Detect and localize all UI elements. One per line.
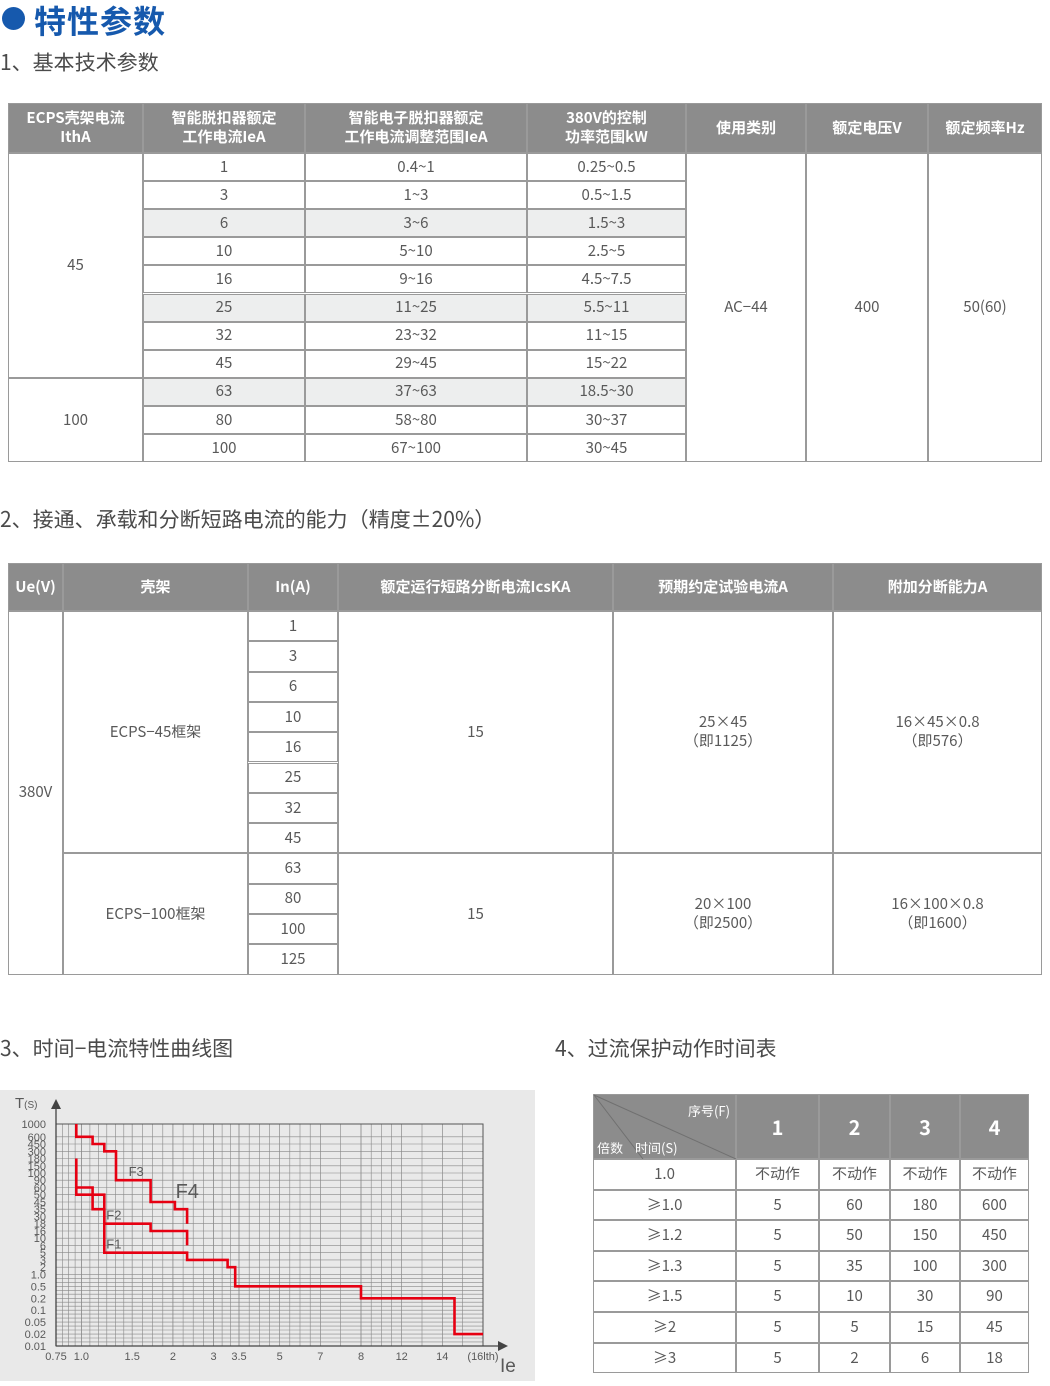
svg-text:7: 7: [317, 1351, 323, 1363]
svg-text:2: 2: [170, 1351, 176, 1363]
svg-text:1.0: 1.0: [74, 1351, 89, 1363]
svg-text:1.0: 1.0: [31, 1269, 46, 1281]
svg-text:1.5: 1.5: [125, 1351, 140, 1363]
svg-text:(16lth): (16lth): [467, 1351, 498, 1363]
svg-text:Ie: Ie: [500, 1356, 516, 1377]
svg-text:0.5: 0.5: [31, 1281, 46, 1293]
svg-text:5: 5: [277, 1351, 283, 1363]
svg-text:F3: F3: [129, 1164, 144, 1179]
svg-text:时间(S): 时间(S): [635, 1138, 678, 1157]
svg-text:14: 14: [436, 1351, 448, 1363]
svg-text:倍数: 倍数: [597, 1138, 623, 1157]
svg-text:0.75: 0.75: [45, 1351, 66, 1363]
svg-text:12: 12: [396, 1351, 408, 1363]
svg-text:序号(F): 序号(F): [688, 1101, 730, 1120]
svg-text:1000: 1000: [22, 1119, 46, 1131]
svg-text:3: 3: [211, 1351, 217, 1363]
svg-text:3.5: 3.5: [231, 1351, 246, 1363]
svg-text:F2: F2: [106, 1208, 121, 1223]
svg-text:F4: F4: [176, 1181, 199, 1203]
svg-text:0.2: 0.2: [31, 1293, 46, 1305]
svg-text:0.02: 0.02: [25, 1329, 46, 1341]
svg-text:0.05: 0.05: [25, 1317, 46, 1329]
svg-text:0.01: 0.01: [25, 1341, 46, 1353]
svg-text:F1: F1: [106, 1237, 121, 1252]
svg-text:0.1: 0.1: [31, 1305, 46, 1317]
svg-text:8: 8: [358, 1351, 364, 1363]
